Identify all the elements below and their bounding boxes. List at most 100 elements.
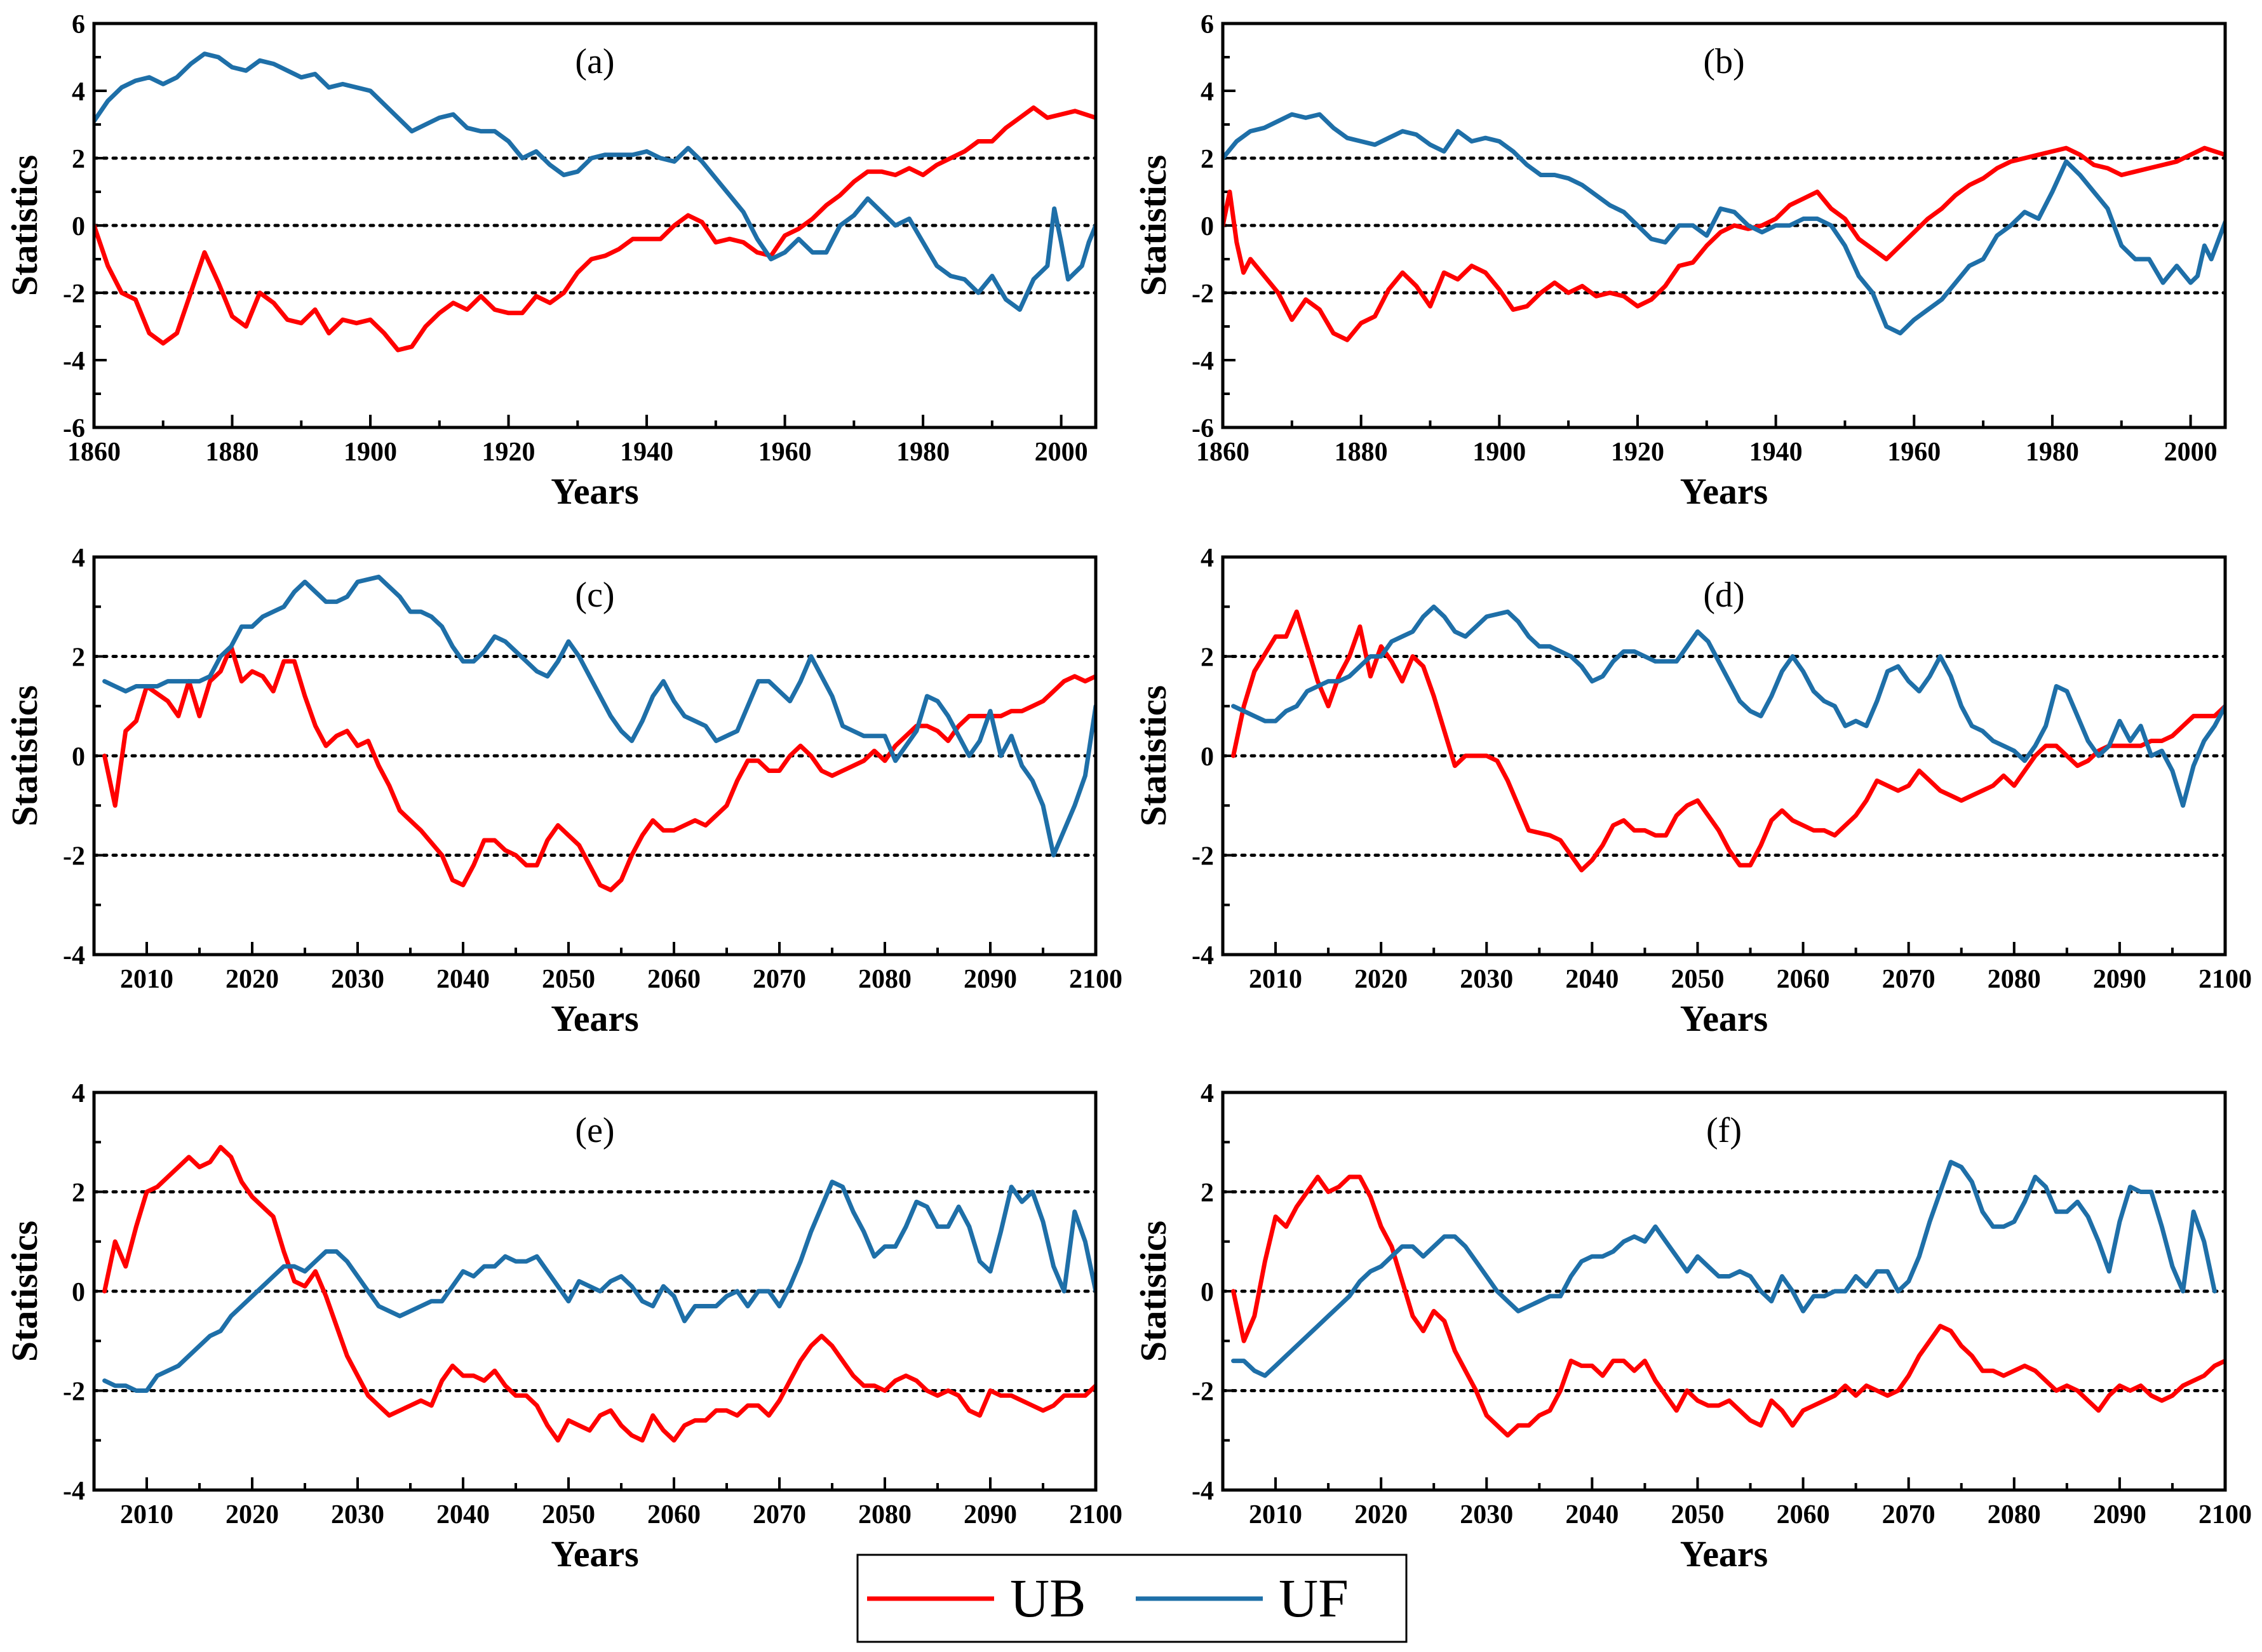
y-tick-label: 2	[72, 145, 85, 174]
series-line-uf	[1223, 112, 2225, 336]
y-tick-label: -2	[1192, 279, 1214, 309]
y-tick-label: -4	[63, 941, 85, 970]
y-tick-label: -6	[1192, 414, 1214, 443]
y-tick-label: 0	[72, 1278, 85, 1307]
y-tick-label: 6	[72, 10, 85, 39]
x-tick-label: 1940	[1749, 438, 1803, 467]
x-tick-label: 2050	[542, 1500, 595, 1529]
x-tick-label: 2080	[1988, 1500, 2041, 1529]
series-line-ub	[102, 644, 1096, 892]
x-tick-label: 2000	[1035, 438, 1088, 467]
panel-label: (a)	[575, 42, 614, 81]
plot-frame	[92, 1091, 1098, 1492]
x-tick-label: 1900	[1472, 438, 1526, 467]
series-line-uf	[1231, 1160, 2217, 1378]
plot-frame	[1221, 1091, 2227, 1492]
x-tick-label: 1980	[2026, 438, 2079, 467]
x-tick-label: 2100	[1069, 1500, 1122, 1529]
x-tick-label: 2000	[2164, 438, 2218, 467]
panel-label: (b)	[1703, 42, 1744, 81]
y-tick-label: -2	[63, 1378, 85, 1407]
x-tick-label: 2030	[331, 1500, 384, 1529]
series-line-uf	[102, 574, 1096, 857]
y-tick-label: -4	[1192, 347, 1214, 376]
y-axis-title: Statistics	[4, 155, 45, 296]
x-tick-label: 2080	[858, 1500, 912, 1529]
x-axis-title: Years	[551, 998, 639, 1039]
y-tick-label: -4	[63, 1477, 85, 1506]
x-tick-label: 2030	[1460, 1500, 1513, 1529]
y-tick-label: 4	[72, 1079, 85, 1108]
panel-label: (c)	[575, 575, 614, 615]
y-tick-label: 0	[1201, 1278, 1214, 1307]
y-tick-label: 4	[72, 544, 85, 573]
y-tick-label: 0	[72, 212, 85, 241]
y-tick-label: -6	[63, 414, 85, 443]
x-tick-label: 2060	[1777, 1500, 1830, 1529]
x-tick-label: 2070	[1882, 965, 1935, 994]
y-tick-label: 0	[1201, 212, 1214, 241]
x-tick-label: 2090	[964, 1500, 1017, 1529]
y-tick-label: 4	[72, 77, 85, 107]
series-line-ub	[102, 1145, 1096, 1443]
x-tick-label: 2010	[120, 965, 173, 994]
x-tick-label: 2070	[1882, 1500, 1935, 1529]
x-tick-label: 2020	[1354, 965, 1408, 994]
x-tick-label: 2090	[2093, 965, 2146, 994]
x-tick-label: 1980	[896, 438, 950, 467]
legend-label-ub: UB	[1010, 1568, 1086, 1628]
x-tick-label: 1960	[1887, 438, 1941, 467]
legend-label-uf: UF	[1279, 1568, 1349, 1628]
y-tick-label: 0	[72, 742, 85, 772]
x-axis-title: Years	[551, 1533, 639, 1575]
y-tick-label: -2	[63, 842, 85, 871]
x-tick-label: 2020	[226, 965, 279, 994]
x-tick-label: 1860	[1196, 438, 1249, 467]
x-tick-label: 2030	[1460, 965, 1513, 994]
x-tick-label: 2090	[2093, 1500, 2146, 1529]
y-axis-title: Statistics	[1133, 155, 1174, 296]
series-line-ub	[1223, 145, 2225, 342]
panel-f: 4 2 0 -2 -4 2010 2020 2030 2040 2050 2060 2070 2080 2…	[1133, 1079, 2252, 1575]
y-tick-label: -2	[1192, 842, 1214, 871]
y-tick-label: 2	[1201, 145, 1214, 174]
x-axis-title: Years	[551, 471, 639, 512]
plot-frame	[92, 555, 1098, 957]
y-tick-label: -2	[1192, 1378, 1214, 1407]
x-axis-title: Years	[1680, 471, 1768, 512]
x-tick-label: 2030	[331, 965, 384, 994]
plot-frame	[92, 22, 1098, 429]
x-tick-label: 1960	[758, 438, 812, 467]
y-tick-label: 2	[72, 1179, 85, 1208]
panel-e: 4 2 0 -2 -4 2010 2020 2030 2040 2050 2060 2070 2080 2…	[4, 1079, 1122, 1575]
y-tick-label: 2	[72, 643, 85, 673]
panel-label: (e)	[575, 1111, 614, 1150]
x-tick-label: 1900	[344, 438, 397, 467]
x-tick-label: 1920	[1611, 438, 1664, 467]
x-tick-label: 2040	[1565, 1500, 1619, 1529]
x-tick-label: 2070	[753, 1500, 806, 1529]
x-tick-label: 2100	[2198, 1500, 2252, 1529]
y-tick-label: -4	[63, 347, 85, 376]
x-axis-title: Years	[1680, 1533, 1768, 1575]
y-tick-label: 0	[1201, 742, 1214, 772]
x-tick-label: 2070	[753, 965, 806, 994]
series-line-ub	[1231, 1174, 2225, 1438]
panel-label: (d)	[1703, 575, 1744, 615]
plot-frame	[1221, 555, 2227, 957]
y-tick-label: -2	[63, 279, 85, 309]
x-tick-label: 2080	[1988, 965, 2041, 994]
x-tick-label: 2060	[647, 1500, 701, 1529]
x-tick-label: 1920	[482, 438, 535, 467]
x-axis-title: Years	[1680, 998, 1768, 1039]
x-tick-label: 1880	[206, 438, 259, 467]
series-line-ub	[94, 105, 1096, 353]
series-line-ub	[1231, 609, 2225, 873]
x-tick-label: 2090	[964, 965, 1017, 994]
x-tick-label: 2040	[436, 1500, 490, 1529]
y-axis-title: Statistics	[1133, 1221, 1174, 1362]
y-tick-label: 4	[1201, 544, 1214, 573]
series-line-uf	[102, 1179, 1096, 1393]
